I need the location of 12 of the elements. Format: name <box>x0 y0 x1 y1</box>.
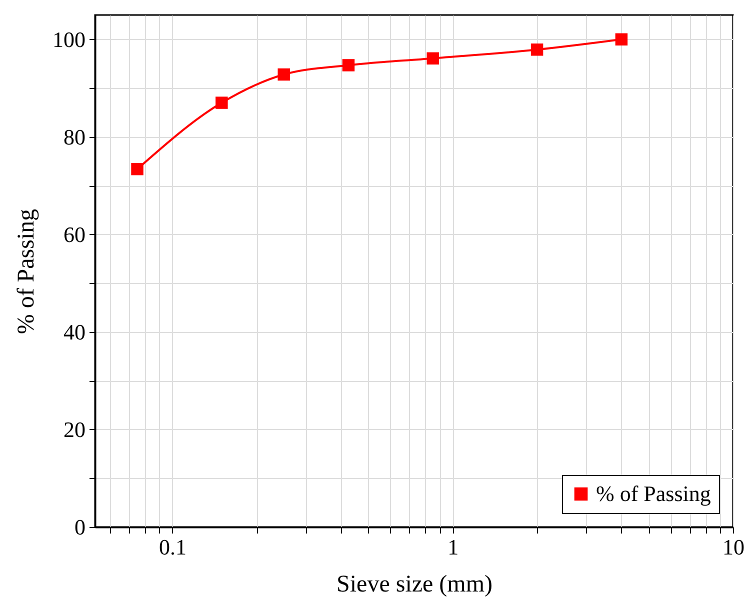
x-tick-label: 10 <box>722 534 744 560</box>
y-axis-title: % of Passing <box>14 208 40 334</box>
legend-label: % of Passing <box>596 481 711 506</box>
x-tick-label: 1 <box>448 534 459 560</box>
y-tick-label: 60 <box>64 222 86 247</box>
y-tick-label: 20 <box>64 416 86 442</box>
x-axis-title: Sieve size (mm) <box>336 572 492 598</box>
y-tick-label: 80 <box>64 124 86 150</box>
y-tick-label: 0 <box>74 514 86 540</box>
y-tick-label: 100 <box>52 26 86 52</box>
y-tick-label: 40 <box>64 319 86 344</box>
x-tick-label: 0.1 <box>159 534 187 560</box>
